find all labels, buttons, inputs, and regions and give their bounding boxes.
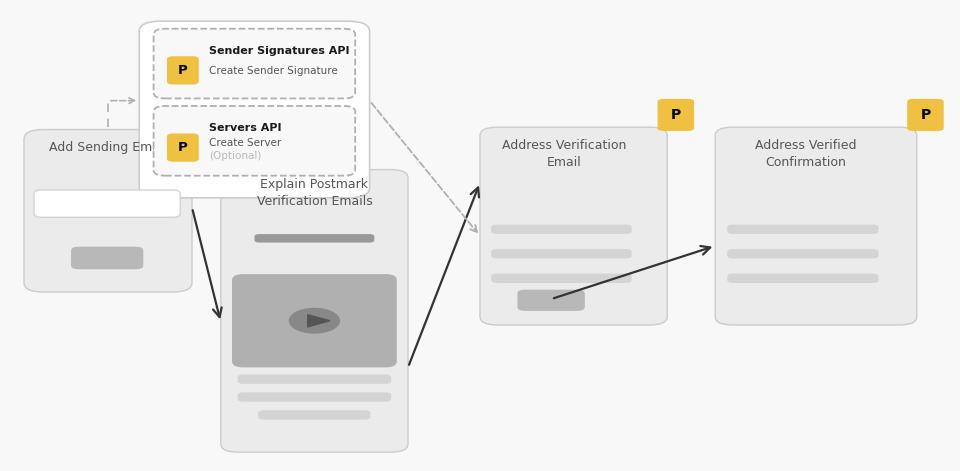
FancyBboxPatch shape (254, 234, 374, 243)
FancyBboxPatch shape (728, 249, 878, 259)
FancyBboxPatch shape (139, 21, 370, 198)
Text: P: P (178, 141, 188, 154)
FancyBboxPatch shape (492, 225, 632, 234)
FancyBboxPatch shape (658, 99, 694, 131)
Text: Sender Signatures API: Sender Signatures API (209, 46, 349, 56)
Text: P: P (178, 64, 188, 77)
FancyBboxPatch shape (71, 247, 143, 269)
Text: Servers API: Servers API (209, 123, 282, 133)
FancyBboxPatch shape (492, 274, 632, 283)
Text: Create Sender Signature: Create Sender Signature (209, 65, 338, 75)
FancyBboxPatch shape (154, 29, 355, 98)
FancyBboxPatch shape (232, 274, 396, 367)
FancyBboxPatch shape (154, 106, 355, 176)
FancyBboxPatch shape (221, 170, 408, 452)
FancyBboxPatch shape (728, 225, 878, 234)
Text: Add Sending Email: Add Sending Email (49, 141, 167, 154)
Text: (Optional): (Optional) (209, 151, 262, 161)
FancyBboxPatch shape (258, 410, 371, 420)
FancyBboxPatch shape (715, 127, 917, 325)
FancyBboxPatch shape (492, 249, 632, 259)
FancyBboxPatch shape (480, 127, 667, 325)
Text: Address Verification
Email: Address Verification Email (502, 139, 627, 169)
FancyBboxPatch shape (728, 274, 878, 283)
FancyBboxPatch shape (167, 56, 199, 84)
Circle shape (290, 309, 340, 333)
FancyBboxPatch shape (35, 190, 180, 217)
Text: P: P (671, 108, 681, 122)
FancyBboxPatch shape (167, 133, 199, 162)
Text: Create Server: Create Server (209, 138, 281, 148)
FancyBboxPatch shape (517, 290, 585, 311)
FancyBboxPatch shape (24, 130, 192, 292)
Text: P: P (921, 108, 930, 122)
FancyBboxPatch shape (907, 99, 944, 131)
FancyBboxPatch shape (238, 392, 391, 402)
Text: Address Verified
Confirmation: Address Verified Confirmation (756, 139, 856, 169)
Text: Explain Postmark
Verification Emails: Explain Postmark Verification Emails (256, 178, 372, 208)
FancyBboxPatch shape (238, 374, 391, 384)
Polygon shape (307, 315, 330, 327)
